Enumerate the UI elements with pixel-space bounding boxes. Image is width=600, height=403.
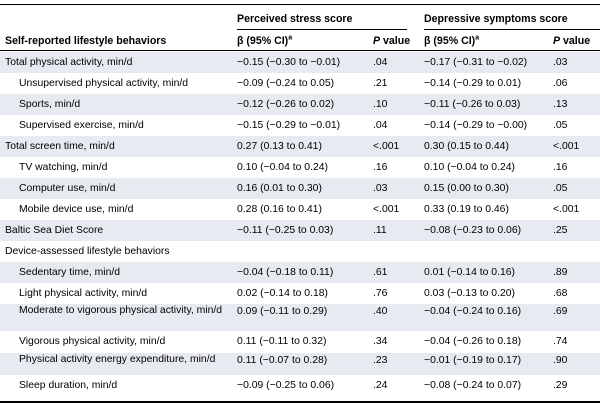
depressive-p-cell: .74 [553,336,568,347]
row-label: Baltic Sea Diet Score [5,225,104,236]
depressive-beta-cell: 0.10 (−0.04 to 0.24) [424,162,515,173]
bottom-rule [0,401,600,403]
depressive-beta-cell: −0.04 (−0.24 to 0.16) [424,306,522,317]
depressive-beta-cell: −0.11 (−0.26 to 0.03) [424,99,521,110]
row-label: Total physical activity, min/d [5,57,133,68]
depressive-p-cell: .05 [553,120,568,131]
depressive-beta-cell: −0.08 (−0.24 to 0.07) [424,380,522,391]
depressive-beta-header: β (95% CI)a [424,34,480,47]
depressive-p-cell: .05 [553,183,568,194]
depressive-beta-cell: −0.01 (−0.19 to 0.17) [424,355,522,366]
depressive-p-cell: .25 [553,225,568,236]
row-label: Moderate to vigorous physical activity, … [19,305,223,316]
depressive-beta-cell: 0.15 (0.00 to 0.30) [424,183,509,194]
row-stripe [0,178,600,199]
stress-p-cell: .11 [373,225,387,236]
depressive-p-cell: .90 [553,355,568,366]
depressive-beta-cell: −0.14 (−0.29 to −0.00) [424,120,528,131]
group-rule-stress [237,29,407,30]
stress-p-cell: <.001 [373,141,400,152]
stress-p-cell: .16 [373,162,388,173]
row-stripe [0,353,600,375]
stress-beta-cell: −0.15 (−0.29 to −0.01) [237,120,341,131]
depressive-p-cell: <.001 [553,204,580,215]
row-label: Mobile device use, min/d [19,204,134,215]
group-header-stress: Perceived stress score [237,13,353,25]
stress-beta-cell: 0.11 (−0.11 to 0.32) [237,336,327,347]
group-rule-depressive [424,29,600,30]
stress-p-cell: .21 [373,78,388,89]
row-label: Sports, min/d [19,99,81,110]
stress-beta-cell: −0.12 (−0.26 to 0.02) [237,99,335,110]
depressive-beta-cell: −0.04 (−0.26 to 0.18) [424,336,522,347]
stress-beta-cell: −0.15 (−0.30 to −0.01) [237,57,341,68]
stress-p-cell: .10 [373,99,388,110]
row-label: Sleep duration, min/d [19,380,118,391]
row-label: Total screen time, min/d [5,141,115,152]
depressive-p-cell: <.001 [553,141,580,152]
row-stripe [0,136,600,157]
depressive-beta-cell: 0.30 (0.15 to 0.44) [424,141,509,152]
depressive-p-cell: .68 [553,288,568,299]
stress-p-cell: .23 [373,355,388,366]
header-rule [0,50,600,51]
depressive-beta-cell: 0.33 (0.19 to 0.46) [424,204,509,215]
row-stripe [0,220,600,241]
stress-beta-cell: −0.09 (−0.25 to 0.06) [237,380,335,391]
depressive-beta-cell: 0.01 (−0.14 to 0.16) [424,267,515,278]
depressive-p-cell: .06 [553,78,568,89]
stress-p-cell: .40 [373,306,388,317]
stress-beta-cell: 0.02 (−0.14 to 0.18) [237,288,328,299]
stress-p-cell: .04 [373,57,388,68]
row-label: TV watching, min/d [19,162,108,173]
row-label: Physical activity energy expenditure, mi… [19,354,216,365]
stress-p-cell: .03 [373,183,388,194]
row-header: Self-reported lifestyle behaviors [5,35,167,47]
row-label: Vigorous physical activity, min/d [19,336,166,347]
row-label: Sedentary time, min/d [19,267,121,278]
row-label: Unsupervised physical activity, min/d [19,78,189,89]
stress-beta-cell: 0.16 (0.01 to 0.30) [237,183,322,194]
stress-beta-cell: 0.10 (−0.04 to 0.24) [237,162,328,173]
stress-p-cell: .04 [373,120,388,131]
stress-beta-cell: −0.04 (−0.18 to 0.11) [237,267,334,278]
stress-beta-cell: 0.09 (−0.11 to 0.29) [237,306,328,317]
row-stripe [0,94,600,115]
stress-p-cell: .24 [373,380,388,391]
stress-p-header: P value [373,35,411,47]
row-label: Light physical activity, min/d [19,288,148,299]
stress-beta-cell: 0.11 (−0.07 to 0.28) [237,355,328,366]
stress-beta-header: β (95% CI)a [237,34,293,47]
stress-p-cell: <.001 [373,204,400,215]
row-stripe [0,262,600,283]
row-stripe [0,52,600,73]
depressive-p-cell: .29 [553,380,568,391]
depressive-beta-cell: −0.17 (−0.31 to −0.02) [424,57,528,68]
depressive-p-cell: .69 [553,306,568,317]
row-label: Computer use, min/d [19,183,116,194]
top-rule [0,4,600,5]
stress-beta-cell: −0.11 (−0.25 to 0.03) [237,225,334,236]
depressive-beta-cell: 0.03 (−0.13 to 0.20) [424,288,515,299]
row-stripe [0,304,600,331]
row-label: Supervised exercise, min/d [19,120,144,131]
stress-beta-cell: −0.09 (−0.24 to 0.05) [237,78,335,89]
row-label: Device-assessed lifestyle behaviors [5,246,170,257]
depressive-beta-cell: −0.08 (−0.23 to 0.06) [424,225,522,236]
depressive-p-header: P value [553,35,591,47]
depressive-p-cell: .03 [553,57,568,68]
stress-p-cell: .76 [373,288,388,299]
stress-beta-cell: 0.27 (0.13 to 0.41) [237,141,322,152]
stress-beta-cell: 0.28 (0.16 to 0.41) [237,204,322,215]
depressive-beta-cell: −0.14 (−0.29 to 0.01) [424,78,522,89]
depressive-p-cell: .13 [553,99,568,110]
depressive-p-cell: .89 [553,267,568,278]
stress-p-cell: .34 [373,336,388,347]
group-header-depressive: Depressive symptoms score [424,13,568,25]
depressive-p-cell: .16 [553,162,568,173]
stress-p-cell: .61 [373,267,388,278]
